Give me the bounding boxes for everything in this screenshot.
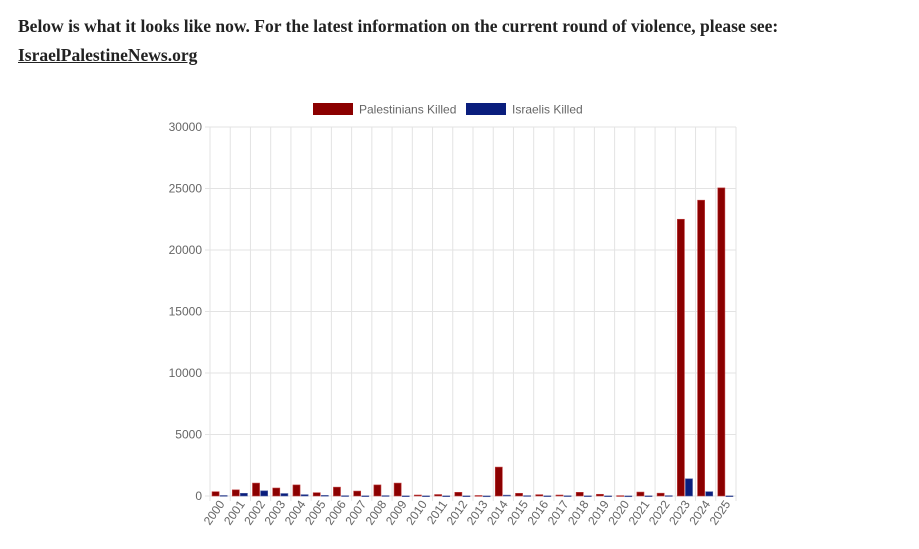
bar-palestinians-2013 (474, 495, 483, 497)
bar-israelis-2009 (401, 495, 410, 497)
y-tick-label: 15000 (169, 305, 203, 319)
x-tick-label: 2006 (322, 497, 349, 527)
x-tick-label: 2013 (464, 497, 491, 527)
bar-israelis-2007 (361, 495, 370, 497)
x-tick-label: 2021 (626, 497, 653, 527)
bar-palestinians-2019 (596, 493, 604, 497)
bar-palestinians-2007 (353, 490, 362, 497)
bar-israelis-2001 (240, 492, 248, 497)
bar-palestinians-2018 (575, 492, 584, 497)
x-tick-label: 2003 (261, 497, 288, 527)
israel-palestine-news-link[interactable]: IsraelPalestineNews.org (18, 45, 198, 65)
legend-item: Israelis Killed (466, 103, 583, 117)
x-tick-label: 2020 (605, 497, 632, 527)
x-tick-label: 2008 (363, 497, 390, 527)
x-tick-label: 2002 (241, 497, 268, 527)
bar-israelis-2006 (341, 495, 349, 497)
bar-palestinians-2014 (494, 466, 503, 497)
bar-israelis-2017 (563, 495, 572, 497)
y-tick-label: 20000 (169, 243, 203, 257)
x-tick-label: 2022 (646, 497, 673, 527)
x-tick-label: 2017 (545, 497, 572, 527)
x-tick-label: 2004 (282, 497, 309, 527)
bar-israelis-2025 (725, 495, 734, 497)
bar-israelis-2016 (543, 495, 552, 497)
x-tick-label: 2025 (707, 497, 734, 527)
bar-israelis-2013 (482, 495, 491, 498)
bar-palestinians-2024 (697, 199, 705, 497)
bar-palestinians-2011 (434, 494, 442, 497)
legend-swatch (313, 103, 353, 115)
bar-palestinians-2022 (656, 492, 665, 497)
bar-israelis-2015 (523, 495, 531, 497)
bar-palestinians-2002 (252, 482, 260, 497)
intro-paragraph: Below is what it looks like now. For the… (18, 12, 908, 70)
bar-israelis-2019 (604, 495, 612, 497)
bar-palestinians-2003 (272, 487, 281, 497)
x-tick-label: 2000 (201, 497, 228, 527)
bar-palestinians-2021 (636, 491, 645, 497)
bar-israelis-2023 (685, 478, 693, 497)
legend-label: Palestinians Killed (359, 103, 456, 117)
y-tick-label: 5000 (175, 428, 202, 442)
y-tick-label: 25000 (169, 182, 203, 196)
x-tick-label: 2016 (524, 497, 551, 527)
bar-israelis-2003 (280, 493, 289, 497)
bar-palestinians-2015 (515, 492, 523, 497)
bar-palestinians-2010 (414, 494, 422, 497)
bar-israelis-2012 (462, 495, 471, 497)
legend-item: Palestinians Killed (313, 103, 456, 117)
bar-palestinians-2009 (393, 482, 402, 497)
x-tick-label: 2014 (484, 497, 511, 527)
bar-israelis-2014 (503, 494, 511, 497)
x-tick-label: 2005 (302, 497, 329, 527)
x-tick-label: 2007 (342, 497, 369, 527)
bar-palestinians-2008 (373, 484, 382, 497)
bar-israelis-2010 (422, 495, 430, 497)
bar-palestinians-2023 (677, 218, 685, 497)
bar-palestinians-2025 (717, 187, 726, 497)
bar-palestinians-2004 (292, 484, 301, 497)
bar-israelis-2021 (644, 495, 653, 497)
x-tick-label: 2023 (666, 497, 693, 527)
legend-label: Israelis Killed (512, 103, 583, 117)
intro-text: Below is what it looks like now. For the… (18, 16, 779, 36)
bar-israelis-2018 (583, 495, 592, 497)
bar-israelis-2022 (664, 495, 673, 497)
bar-palestinians-2016 (535, 494, 544, 497)
x-tick-label: 2019 (585, 497, 612, 527)
y-tick-label: 0 (195, 489, 202, 503)
x-tick-label: 2024 (686, 497, 713, 527)
x-tick-label: 2010 (403, 497, 430, 527)
bar-palestinians-2017 (555, 494, 564, 497)
bar-israelis-2002 (260, 490, 268, 497)
x-tick-label: 2001 (221, 497, 248, 527)
x-tick-label: 2012 (444, 497, 471, 527)
bar-israelis-2020 (624, 495, 633, 498)
bar-israelis-2024 (705, 491, 714, 497)
bar-palestinians-2001 (231, 489, 240, 497)
y-tick-label: 10000 (169, 366, 203, 380)
bar-israelis-2004 (300, 494, 309, 497)
bar-palestinians-2000 (211, 491, 220, 497)
bar-palestinians-2020 (616, 495, 625, 497)
bar-palestinians-2005 (312, 492, 321, 497)
legend-swatch (466, 103, 506, 115)
bar-palestinians-2012 (454, 492, 463, 497)
x-tick-label: 2015 (504, 497, 531, 527)
bar-israelis-2011 (442, 495, 451, 497)
bar-israelis-2000 (219, 495, 228, 497)
x-tick-label: 2009 (383, 497, 410, 527)
bar-israelis-2005 (320, 495, 329, 497)
x-tick-label: 2018 (565, 497, 592, 527)
bar-israelis-2008 (381, 495, 390, 497)
bar-palestinians-2006 (333, 486, 341, 497)
y-tick-label: 30000 (169, 120, 203, 134)
